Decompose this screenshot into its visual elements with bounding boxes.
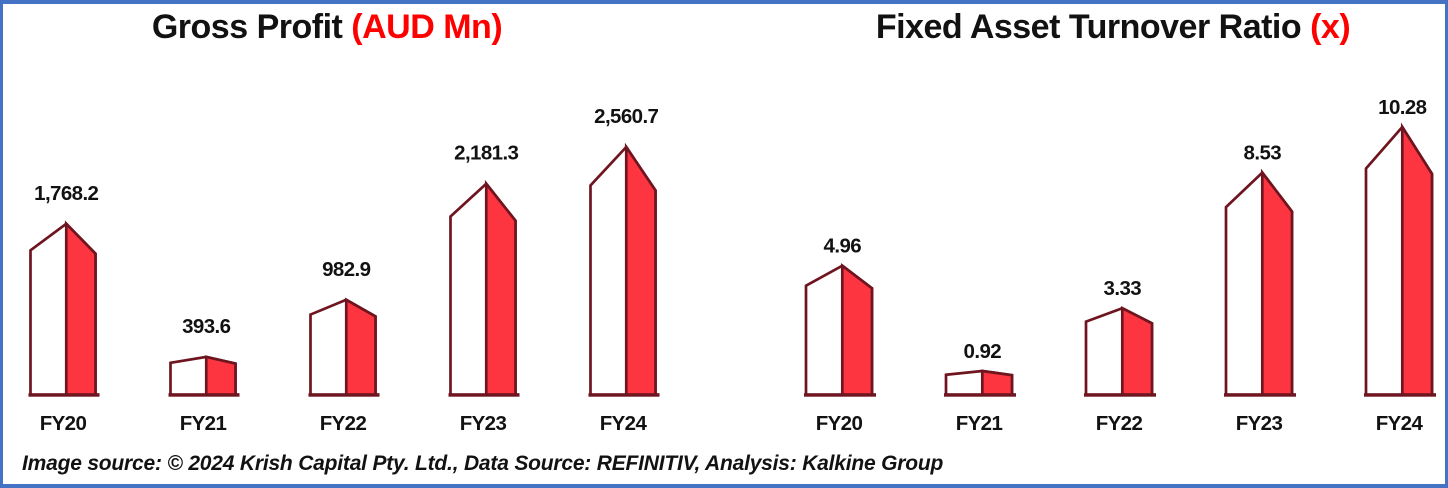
category-label-fy20: FY20 [40, 412, 87, 435]
title-gross-profit-main: Gross Profit [151, 8, 352, 46]
category-label-fy21: FY21 [956, 412, 1003, 435]
bar-fy22-side-face [1120, 305, 1154, 397]
chart-title-gross-profit: Gross Profit (AUD Mn) [3, 8, 651, 47]
bar-fy21-side-face [204, 355, 237, 397]
title-fatr-main: Fixed Asset Turnover Ratio [875, 8, 1311, 46]
category-label-fy24: FY24 [600, 412, 648, 435]
value-label-fy23: 2,181.3 [454, 142, 518, 165]
bar-fy22-side-face [344, 297, 377, 397]
chart-title-fixed-asset-turnover: Fixed Asset Turnover Ratio (x) [783, 8, 1443, 47]
bar-fy21-base-line [168, 393, 240, 397]
category-label-fy23: FY23 [460, 412, 507, 435]
value-label-fy23: 8.53 [1244, 142, 1282, 165]
bar-fy21-side-face [980, 369, 1014, 397]
category-label-fy20: FY20 [816, 412, 863, 435]
bar-fy20-side-face [840, 262, 874, 397]
category-label-fy21: FY21 [180, 412, 227, 435]
bar-fy24-base-line [588, 393, 660, 397]
value-label-fy20: 1,768.2 [34, 182, 98, 205]
bar-charts-canvas: 1,768.2 FY20 393.6 FY21 982.9 FY22 2,181.3 FY23… [28, 96, 1436, 435]
bar-fy21-base-line [944, 393, 1016, 397]
value-label-fy22: 3.33 [1104, 277, 1142, 300]
title-fatr-unit: (x) [1310, 8, 1351, 46]
bar-fy20-base-line [28, 393, 100, 397]
value-label-fy21: 393.6 [182, 315, 230, 338]
value-label-fy24: 2,560.7 [594, 105, 658, 128]
bar-fy23-base-line [1224, 393, 1296, 397]
bar-fy23-base-line [448, 393, 520, 397]
bar-fy20-side-face [64, 220, 97, 397]
bar-fy22-base-line [1084, 393, 1156, 397]
value-label-fy21: 0.92 [964, 340, 1002, 363]
category-label-fy22: FY22 [320, 412, 367, 435]
bar-fy24-side-face [624, 142, 657, 397]
bar-fy24-base-line [1364, 393, 1436, 397]
value-label-fy22: 982.9 [322, 258, 370, 281]
title-gross-profit-unit: (AUD Mn) [351, 8, 503, 46]
bar-fy24-side-face [1400, 122, 1434, 397]
bar-fy23-side-face [484, 179, 517, 397]
category-label-fy22: FY22 [1096, 412, 1143, 435]
bar-fy20-base-line [804, 393, 876, 397]
source-attribution: Image source: © 2024 Krish Capital Pty. … [22, 452, 944, 475]
category-label-fy24: FY24 [1376, 412, 1424, 435]
value-label-fy24: 10.28 [1378, 96, 1426, 119]
category-label-fy23: FY23 [1236, 412, 1283, 435]
bar-fy23-side-face [1260, 168, 1294, 397]
bar-fy22-base-line [308, 393, 380, 397]
value-label-fy20: 4.96 [824, 235, 862, 258]
